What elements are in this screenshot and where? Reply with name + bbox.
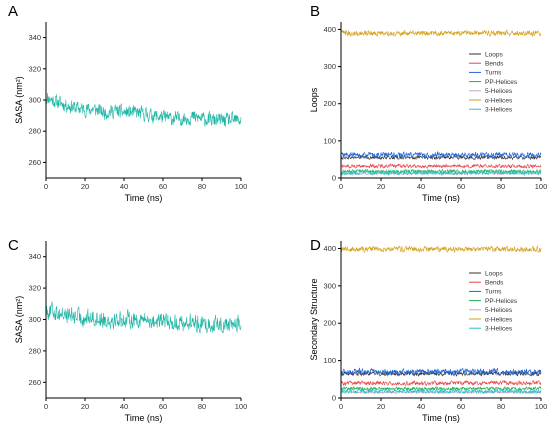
panel-c: C 0 20 40 60 80 100 260 280 300 320 340 Time (ns) SAS… <box>8 237 247 423</box>
x-tick-label: 60 <box>457 402 465 411</box>
panel-a: A 0 20 40 60 80 100 260 280 300 320 340 Time (ns) SAS… <box>8 3 247 203</box>
x-tick-label: 100 <box>535 182 548 191</box>
x-tick-label: 40 <box>120 182 128 191</box>
x-tick-label: 40 <box>417 402 425 411</box>
x-tick-label: 100 <box>535 402 548 411</box>
legend-label: Loops <box>485 270 503 277</box>
x-axis-label: Time (ns) <box>125 193 163 203</box>
y-tick-label: 300 <box>323 281 336 290</box>
y-tick-label: 320 <box>28 284 41 293</box>
series-line-Bends <box>340 163 542 169</box>
y-tick-label: 260 <box>28 158 41 167</box>
series-line-α-Helices <box>340 245 542 254</box>
y-tick-label: 280 <box>28 127 41 136</box>
x-tick-label: 40 <box>120 402 128 411</box>
x-tick-label: 80 <box>198 182 206 191</box>
legend-label: α-Helices <box>485 316 513 323</box>
legend-label: 3-Helices <box>485 107 513 114</box>
series-line-α-Helices <box>340 29 542 38</box>
panel-b: B 0 20 40 60 80 100 0 100 200 300 400 Time (ns) Loops… <box>309 3 547 203</box>
x-tick-label: 40 <box>417 182 425 191</box>
x-tick-label: 80 <box>497 182 505 191</box>
y-tick-label: 100 <box>323 356 336 365</box>
x-tick-label: 80 <box>497 402 505 411</box>
panel-d: D 0 20 40 60 80 100 0 100 200 300 400 Time (ns) Secon… <box>309 237 547 423</box>
y-tick-label: 400 <box>323 244 336 253</box>
x-axis-label: Time (ns) <box>125 413 163 423</box>
y-axis-label: Loops <box>309 87 319 112</box>
x-tick-label: 20 <box>81 402 89 411</box>
y-axis-label: SASA (nm²) <box>14 296 24 344</box>
x-tick-label: 100 <box>235 182 248 191</box>
x-tick-label: 0 <box>44 402 48 411</box>
legend-label: Turns <box>485 289 502 296</box>
series-line-Turns <box>340 150 542 159</box>
y-tick-label: 200 <box>323 319 336 328</box>
x-tick-label: 20 <box>377 182 385 191</box>
legend-label: PP-Helices <box>485 298 518 305</box>
series-line <box>45 301 242 334</box>
y-axis-label: Secondary Structure <box>309 278 319 360</box>
y-tick-label: 260 <box>28 378 41 387</box>
y-tick-label: 300 <box>323 62 336 71</box>
y-tick-label: 0 <box>332 174 336 183</box>
series-line-PP-Helices <box>340 385 542 392</box>
panel-letter: B <box>310 3 320 20</box>
x-axis-label: Time (ns) <box>422 413 460 423</box>
x-tick-label: 60 <box>457 182 465 191</box>
series-line-Turns <box>340 367 542 377</box>
x-tick-label: 60 <box>159 182 167 191</box>
x-tick-label: 0 <box>339 182 343 191</box>
y-tick-label: 400 <box>323 25 336 34</box>
x-tick-label: 0 <box>339 402 343 411</box>
legend-label: α-Helices <box>485 97 513 104</box>
y-tick-label: 0 <box>332 394 336 403</box>
y-tick-label: 300 <box>28 96 41 105</box>
y-tick-label: 340 <box>28 33 41 42</box>
x-tick-label: 0 <box>44 182 48 191</box>
y-tick-label: 300 <box>28 315 41 324</box>
y-tick-label: 320 <box>28 64 41 73</box>
legend-label: Turns <box>485 70 502 77</box>
series-line-Bends <box>340 379 542 387</box>
legend-label: 5-Helices <box>485 88 513 95</box>
y-tick-label: 200 <box>323 99 336 108</box>
y-axis-label: SASA (nm²) <box>14 76 24 124</box>
x-tick-label: 20 <box>377 402 385 411</box>
legend-label: Bends <box>485 280 504 287</box>
legend-label: 5-Helices <box>485 307 513 314</box>
legend-label: 3-Helices <box>485 326 513 333</box>
legend: Loops Bends Turns PP-Helices 5-Helices α-Heli… <box>469 270 518 333</box>
x-tick-label: 60 <box>159 402 167 411</box>
legend-label: PP-Helices <box>485 79 518 86</box>
series-line-3-Helices <box>340 388 542 395</box>
x-axis-label: Time (ns) <box>422 193 460 203</box>
x-tick-label: 80 <box>198 402 206 411</box>
panel-letter: D <box>310 237 321 254</box>
y-tick-label: 100 <box>323 136 336 145</box>
series-line-3-Helices <box>340 169 542 177</box>
x-tick-label: 20 <box>81 182 89 191</box>
series-line <box>45 93 242 127</box>
legend: Loops Bends Turns PP-Helices 5-Helices α-Heli… <box>469 51 518 114</box>
panel-letter: A <box>8 3 18 20</box>
legend-label: Loops <box>485 51 503 58</box>
x-tick-label: 100 <box>235 402 248 411</box>
y-tick-label: 340 <box>28 252 41 261</box>
legend-label: Bends <box>485 61 504 68</box>
y-tick-label: 280 <box>28 346 41 355</box>
series-line-Loops <box>340 154 542 161</box>
panel-letter: C <box>8 237 19 254</box>
